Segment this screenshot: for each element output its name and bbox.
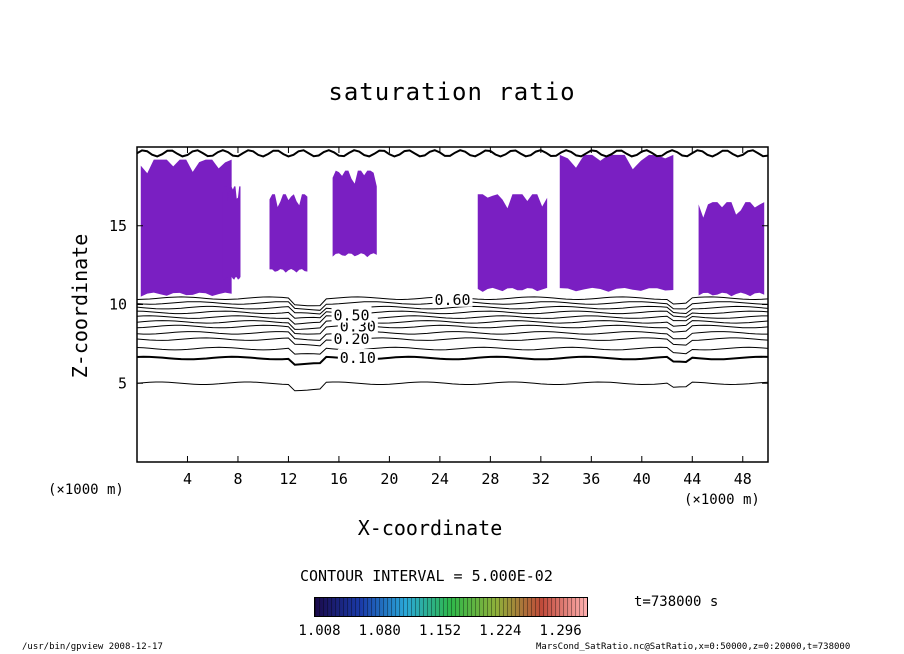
contour-line <box>137 310 768 319</box>
contour-labels: 0.100.200.300.500.60 <box>331 290 473 367</box>
colorbar-tick-label: 1.152 <box>418 623 462 639</box>
colorbar-tick-label: 1.224 <box>479 623 522 639</box>
y-tick-label: 5 <box>118 374 127 392</box>
x-tick-label: 8 <box>233 470 242 488</box>
supersaturated-region <box>698 202 765 297</box>
contour-line <box>137 346 768 355</box>
supersaturated-region <box>477 194 548 292</box>
colorbar <box>314 597 588 617</box>
contour-lines <box>137 149 768 392</box>
contour-line <box>137 305 768 315</box>
x-tick-label: 40 <box>633 470 651 488</box>
time-stamp: t=738000 s <box>634 594 719 610</box>
x-tick-label: 36 <box>582 470 600 488</box>
y-axis-ticks: 5 10 15 <box>109 217 768 392</box>
supersaturated-regions <box>140 154 765 297</box>
x-axis-label: X-coordinate <box>357 516 503 540</box>
contour-label: 0.20 <box>333 330 369 348</box>
supersaturated-region <box>222 186 241 281</box>
x-tick-label: 24 <box>431 470 449 488</box>
contour-label-bg <box>432 290 473 307</box>
supersaturated-region <box>332 170 377 258</box>
contour-label: 0.50 <box>333 307 369 325</box>
contour-line <box>137 381 768 392</box>
contour-line <box>137 324 768 335</box>
x-tick-label: 16 <box>330 470 348 488</box>
contour-interval: CONTOUR INTERVAL = 5.000E-02 <box>300 567 553 585</box>
supersaturated-region <box>140 159 232 297</box>
contour-line <box>137 355 768 366</box>
colorbar-tick-label: 1.296 <box>539 623 582 639</box>
footer-left: /usr/bin/gpview 2008-12-17 <box>22 642 163 652</box>
footer-right: MarsCond_SatRatio.nc@SatRatio,x=0:50000,… <box>536 642 851 652</box>
contour-label: 0.10 <box>340 349 376 367</box>
contour-line <box>137 320 768 330</box>
y-tick-label: 10 <box>109 296 127 314</box>
x-tick-label: 20 <box>380 470 398 488</box>
x-tick-label: 48 <box>734 470 752 488</box>
y-tick-label: 15 <box>109 217 127 235</box>
supersaturated-region <box>269 194 308 273</box>
x-tick-label: 44 <box>683 470 701 488</box>
contour-line-top <box>137 149 768 158</box>
contour-label-bg <box>331 330 372 347</box>
x-unit-left: (×1000 m) <box>48 482 124 498</box>
colorbar-tick-label: 1.008 <box>298 623 341 639</box>
chart-title: saturation ratio <box>328 78 576 106</box>
contour-label-bg <box>331 306 372 323</box>
x-axis-ticks: 4 8 12 16 20 24 28 32 36 40 44 48 <box>183 147 752 488</box>
contour-label: 0.60 <box>434 291 470 309</box>
contour-line <box>137 337 768 347</box>
x-tick-label: 12 <box>279 470 297 488</box>
colorbar-tick-label: 1.080 <box>358 623 401 639</box>
y-axis-label: Z-coordinate <box>68 233 92 379</box>
contour-line <box>137 315 768 325</box>
x-tick-label: 32 <box>532 470 550 488</box>
contour-line <box>137 331 768 341</box>
supersaturated-region <box>559 154 674 292</box>
x-tick-label: 4 <box>183 470 192 488</box>
x-tick-label: 28 <box>481 470 499 488</box>
x-unit-right: (×1000 m) <box>684 492 760 508</box>
contour-label-bg <box>337 349 378 366</box>
